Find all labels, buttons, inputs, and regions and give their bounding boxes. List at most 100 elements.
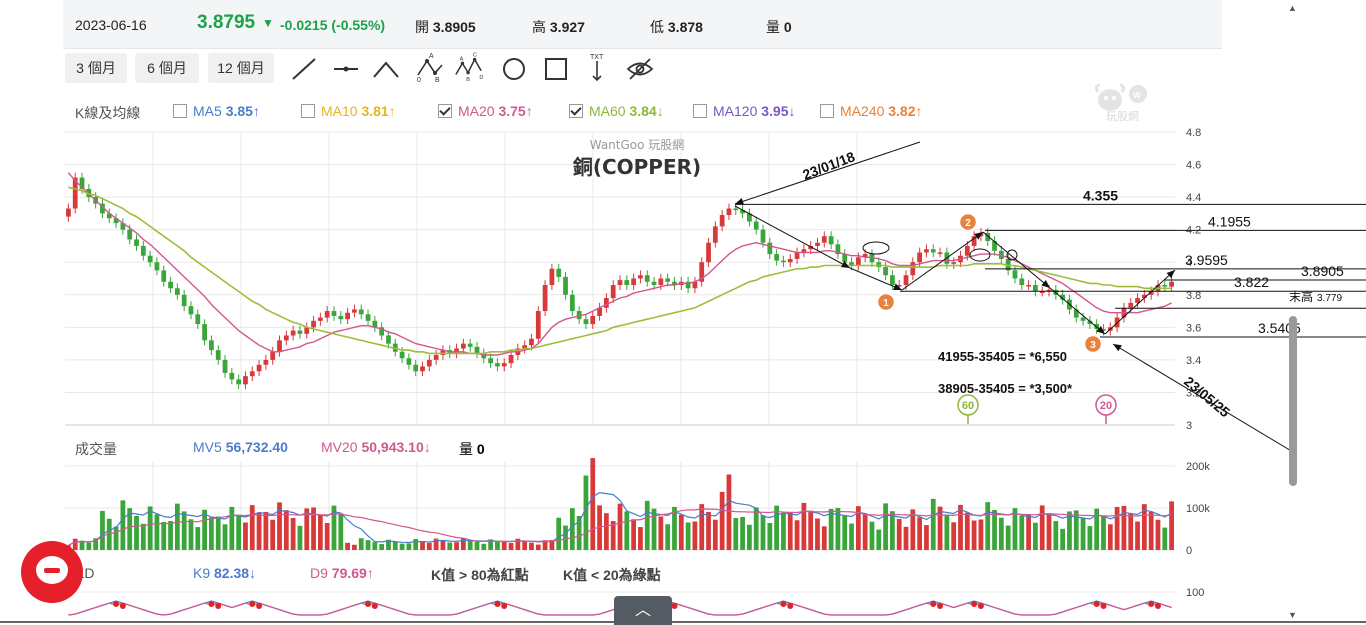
svg-text:D: D	[479, 75, 483, 81]
candle-body	[481, 353, 487, 359]
volume-bar	[181, 511, 187, 550]
candle-body	[202, 324, 207, 341]
period-6m-button[interactable]: 6 個月	[135, 53, 199, 83]
candle-body	[617, 280, 623, 286]
text-tool-icon[interactable]: TXT	[582, 51, 612, 83]
candle-body	[787, 258, 793, 263]
ma-label-ma120[interactable]: MA120 3.95↓	[713, 103, 796, 119]
period-12m-button[interactable]: 12 個月	[208, 53, 274, 83]
kd-red-dot	[256, 603, 263, 609]
candle-body	[467, 343, 473, 347]
volume-bar	[413, 539, 419, 550]
abc-wave-icon[interactable]: A 0 B	[415, 51, 445, 83]
calc-note-2: 38905-35405 = *3,500*	[938, 381, 1073, 396]
volume-tick-label: 0	[1186, 545, 1192, 557]
volume-bar	[576, 515, 582, 550]
candle-body	[338, 315, 344, 320]
horizontal-line-icon[interactable]	[331, 55, 361, 83]
wave-badge	[1083, 334, 1103, 354]
volume-bar	[1169, 501, 1174, 550]
ma-checkbox-ma10[interactable]	[301, 104, 315, 118]
period-3m-button[interactable]: 3 個月	[65, 53, 127, 83]
candle-body	[563, 276, 568, 295]
hide-drawings-icon[interactable]	[625, 55, 655, 83]
volume-bar	[392, 541, 398, 550]
candle-body	[597, 307, 602, 316]
rectangle-tool-icon[interactable]	[541, 55, 571, 83]
volume-bar	[542, 540, 548, 550]
ma-label-ma240[interactable]: MA240 3.82↑	[840, 103, 923, 119]
candle-body	[998, 250, 1004, 259]
scroll-down-icon[interactable]: ▼	[1288, 610, 1297, 620]
volume-bar	[638, 527, 643, 550]
wave-badge	[958, 212, 978, 232]
scroll-top-button[interactable]: ︿	[614, 596, 672, 625]
line-tool-icon[interactable]	[289, 55, 319, 83]
volume-bar	[747, 524, 752, 550]
candle-body	[79, 177, 85, 189]
candle-body	[433, 355, 439, 360]
candle-body	[209, 340, 214, 351]
price-tick-label: 3.6	[1186, 322, 1201, 334]
volume-bar	[951, 522, 957, 550]
scroll-up-icon[interactable]: ▲	[1288, 3, 1297, 13]
ma-checkbox-ma5[interactable]	[173, 104, 187, 118]
volume-legend: 成交量 MV5 56,732.40 MV20 50,943.10↓ 量 0	[63, 438, 1223, 458]
ma-checkbox-ma240[interactable]	[820, 104, 834, 118]
candle-body	[345, 312, 350, 320]
price-tick-label: 4.4	[1186, 192, 1201, 204]
ma20-badge-label: 20	[1100, 400, 1112, 412]
candle-body	[876, 262, 882, 268]
volume-bar	[522, 540, 528, 550]
volume-bar	[229, 506, 235, 550]
volume-bar	[719, 491, 725, 550]
volume-bar	[760, 515, 766, 550]
ma-label-ma5[interactable]: MA5 3.85↑	[193, 103, 260, 119]
volume-bar	[481, 543, 487, 550]
candle-body	[631, 278, 637, 286]
ma-label-ma60[interactable]: MA60 3.84↓	[589, 103, 664, 119]
volume-bar	[501, 541, 507, 550]
candle-body	[1101, 328, 1106, 331]
volume-bar	[1101, 516, 1106, 550]
angle-tool-icon[interactable]	[371, 55, 401, 83]
volume-bar	[358, 538, 364, 550]
candle-body	[1162, 285, 1168, 287]
volume-bar	[1046, 513, 1052, 550]
volume-bar	[140, 523, 146, 550]
volume-bar	[699, 504, 705, 550]
volume-bar	[256, 512, 262, 550]
candle-body	[821, 236, 827, 243]
calc-note-1: 41955-35405 = *6,550	[938, 349, 1067, 364]
chat-button[interactable]	[21, 541, 83, 603]
arrow-head	[974, 232, 983, 240]
volume-bar	[862, 513, 868, 550]
ma-label-ma20[interactable]: MA20 3.75↑	[458, 103, 533, 119]
mv20-line	[68, 508, 1172, 546]
ma-checkbox-ma60[interactable]	[569, 104, 583, 118]
price-tick-label: 3.4	[1186, 355, 1201, 367]
volume-bar	[801, 502, 807, 550]
volume-bar	[277, 502, 282, 550]
candle-body	[229, 372, 235, 380]
volume-bar	[787, 512, 793, 550]
level-label: 3.822	[1234, 274, 1269, 290]
candle-body	[535, 311, 541, 339]
page-scrollbar[interactable]	[1286, 0, 1300, 625]
ma-checkbox-ma20[interactable]	[438, 104, 452, 118]
candle-body	[352, 309, 357, 313]
scrollbar-thumb[interactable]	[1289, 316, 1297, 486]
volume-bar	[474, 541, 480, 550]
price-tick-label: 4	[1186, 257, 1192, 269]
circle-tool-icon[interactable]	[499, 55, 529, 83]
ma-checkbox-ma120[interactable]	[693, 104, 707, 118]
wave-arrow	[982, 231, 1051, 289]
abcd-wave-icon[interactable]: A C B D	[454, 51, 484, 83]
volume-bar	[113, 526, 119, 550]
volume-bar	[365, 540, 371, 550]
candle-body	[195, 314, 201, 325]
candle-body	[420, 366, 425, 372]
ma-label-ma10[interactable]: MA10 3.81↑	[321, 103, 396, 119]
candle-body	[910, 262, 916, 276]
